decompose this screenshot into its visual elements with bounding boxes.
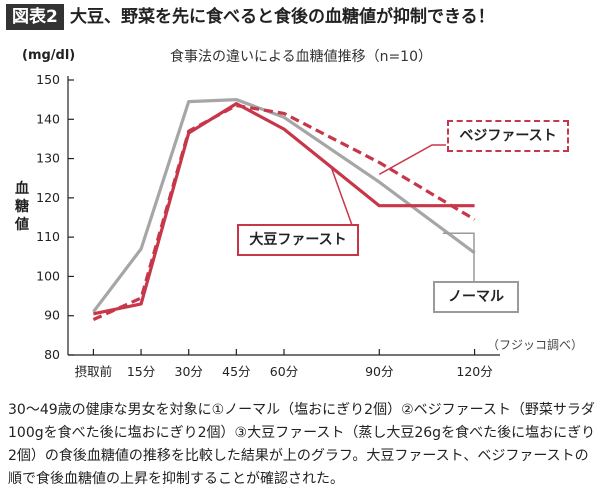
caption: 30〜49歳の健康な男女を対象に①ノーマル（塩おにぎり2個）②ベジファースト（野…: [8, 402, 596, 487]
y-axis-unit: (mg/dl): [22, 48, 76, 63]
figure-label: 図表2: [6, 4, 64, 30]
y-axis-label: 血糖値: [15, 181, 29, 233]
chart-source: （フジッコ調べ）: [487, 338, 584, 352]
y-tick-label: 110: [36, 229, 60, 244]
y-tick-label: 120: [36, 190, 60, 205]
y-tick-label: 80: [44, 347, 60, 362]
y-tick-label: 90: [44, 308, 60, 323]
legend-veggie-first: ベジファースト: [447, 120, 569, 152]
series-line-0: [92, 97, 476, 313]
series-line-1: [92, 103, 476, 322]
x-tick-label: 15分: [127, 364, 155, 379]
headline: 大豆、野菜を先に食べると食後の血糖値が抑制できる！: [70, 7, 495, 27]
line-chart: 80 90 100 110 120 130 140 150 摂取前 15分 30分 45分 60分 90分…: [36, 72, 500, 379]
leader-veggie-first: [378, 144, 446, 175]
legend-soy-first: 大豆ファースト: [237, 224, 359, 256]
y-tick-label: 140: [36, 111, 60, 126]
x-tick-label: 45分: [222, 364, 250, 379]
x-tick-label: 30分: [175, 364, 203, 379]
leader-normal: [442, 232, 475, 281]
x-tick-label: 90分: [365, 364, 393, 379]
y-tick-label: 150: [36, 72, 60, 87]
x-tick-label: 120分: [456, 364, 492, 379]
legend-normal: ノーマル: [433, 281, 519, 313]
x-tick-label: 60分: [270, 364, 298, 379]
series-line-2: [93, 101, 475, 316]
y-tick-label: 130: [36, 151, 60, 166]
article-header: 図表2 大豆、野菜を先に食べると食後の血糖値が抑制できる！: [0, 0, 600, 36]
x-tick-label: 摂取前: [75, 364, 113, 379]
y-tick-label: 100: [36, 268, 60, 283]
chart-title: 食事法の違いによる血糖値推移（n=10）: [170, 49, 432, 65]
